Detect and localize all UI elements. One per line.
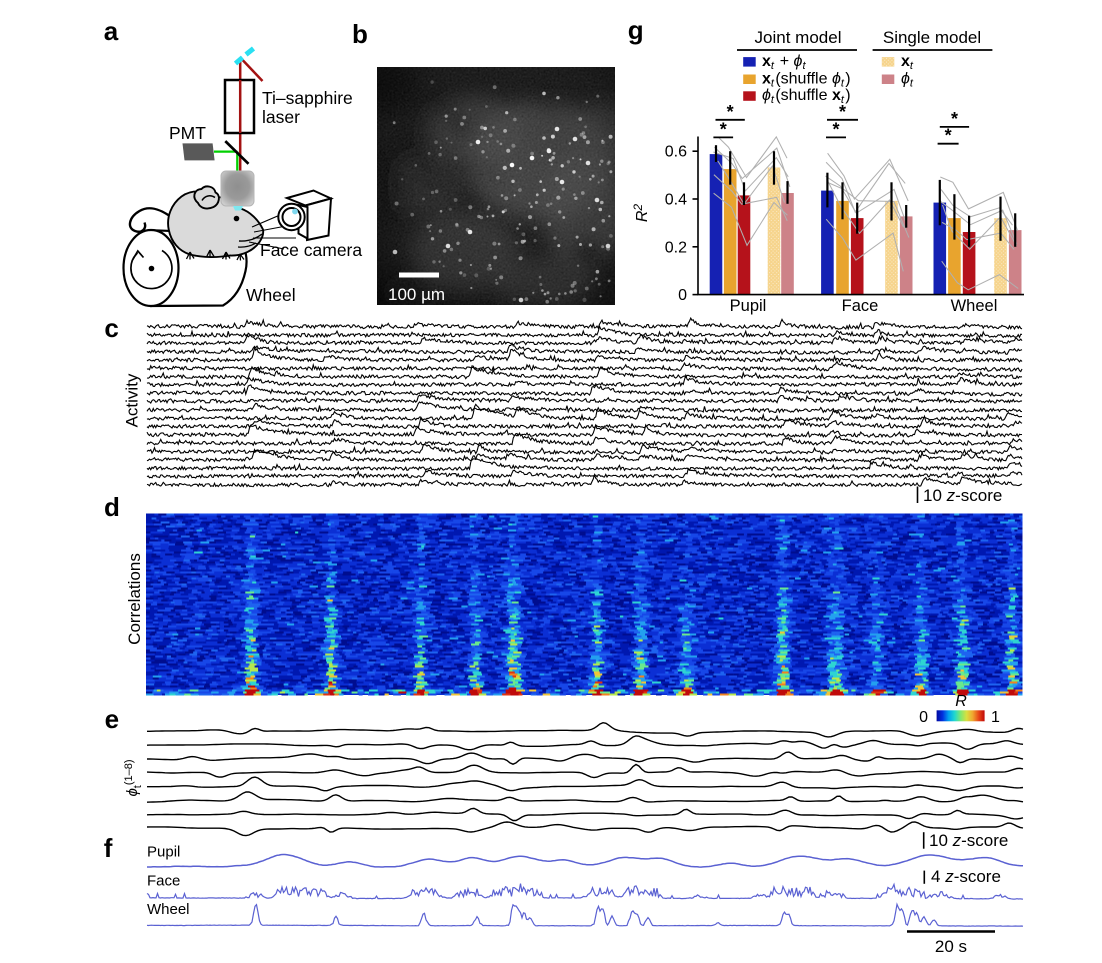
svg-text:Pupil: Pupil [147, 844, 180, 861]
svg-text:Single model: Single model [883, 28, 981, 47]
svg-text:*: * [720, 119, 727, 139]
svg-text:PMT: PMT [169, 123, 206, 143]
svg-text:Face: Face [842, 297, 879, 315]
svg-text:xt: xt [901, 53, 914, 72]
svg-text:Wheel: Wheel [246, 285, 296, 305]
svg-text:xt + ϕt: xt + ϕt [762, 53, 807, 72]
svg-text:xt (shuffle ϕt ): xt (shuffle ϕt ) [762, 70, 851, 89]
svg-text:0.4: 0.4 [665, 192, 687, 209]
svg-text:laser: laser [262, 107, 300, 127]
svg-text:Face: Face [147, 873, 180, 890]
svg-text:*: * [839, 102, 846, 122]
svg-text:ϕt: ϕt [901, 70, 914, 89]
svg-text:0.2: 0.2 [665, 239, 687, 256]
svg-text:*: * [727, 102, 734, 122]
svg-text:0: 0 [919, 709, 928, 726]
svg-text:*: * [951, 109, 958, 129]
svg-text:Activity: Activity [123, 373, 142, 427]
svg-text:0.6: 0.6 [665, 144, 687, 161]
svg-text:ϕt (shuffle xt ): ϕt (shuffle xt ) [762, 87, 851, 106]
svg-text:100 µm: 100 µm [388, 285, 445, 304]
svg-text:Ti–sapphire: Ti–sapphire [262, 88, 353, 108]
svg-text:Pupil: Pupil [730, 297, 767, 315]
svg-text:Joint model: Joint model [755, 28, 842, 47]
svg-text:*: * [945, 126, 952, 146]
svg-text:4 z-score: 4 z-score [931, 867, 1001, 886]
svg-text:R2: R2 [631, 204, 651, 223]
svg-text:0: 0 [678, 287, 687, 304]
svg-text:10 z-score: 10 z-score [929, 831, 1008, 850]
svg-text:*: * [832, 119, 839, 139]
svg-text:R: R [955, 693, 967, 710]
svg-text:Correlations: Correlations [125, 553, 144, 645]
svg-text:1: 1 [991, 709, 1000, 726]
svg-text:Face camera: Face camera [260, 240, 362, 260]
svg-text:Wheel: Wheel [147, 901, 190, 918]
svg-text:ϕt(1–8): ϕt(1–8) [123, 759, 144, 796]
svg-text:10 z-score: 10 z-score [923, 486, 1002, 505]
svg-text:Wheel: Wheel [951, 297, 998, 315]
svg-text:20 s: 20 s [935, 937, 967, 956]
